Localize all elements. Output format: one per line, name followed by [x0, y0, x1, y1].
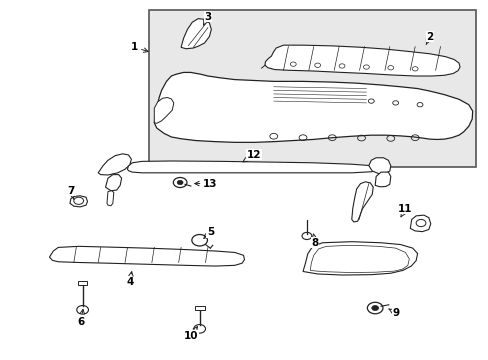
Polygon shape [264, 45, 459, 76]
Polygon shape [303, 242, 417, 275]
Polygon shape [154, 72, 472, 142]
Bar [194, 306, 204, 310]
Text: 9: 9 [388, 308, 398, 318]
Polygon shape [49, 246, 244, 266]
Text: 8: 8 [311, 234, 318, 248]
Polygon shape [98, 154, 131, 175]
Polygon shape [181, 19, 211, 49]
Text: 11: 11 [397, 204, 412, 217]
Polygon shape [351, 182, 372, 222]
Text: 5: 5 [203, 227, 214, 238]
Text: 12: 12 [243, 150, 261, 162]
Polygon shape [310, 245, 408, 273]
Circle shape [177, 180, 183, 185]
Polygon shape [70, 196, 87, 207]
Text: 2: 2 [425, 32, 432, 45]
Polygon shape [127, 161, 380, 173]
Text: 13: 13 [194, 179, 217, 189]
Text: 7: 7 [67, 186, 75, 199]
Bar [78, 281, 87, 285]
Polygon shape [374, 172, 390, 187]
Circle shape [371, 306, 378, 311]
Text: 4: 4 [126, 272, 133, 287]
Polygon shape [368, 158, 390, 174]
Text: 3: 3 [203, 12, 211, 25]
Polygon shape [154, 98, 173, 123]
Text: 10: 10 [183, 327, 198, 341]
Polygon shape [107, 191, 114, 206]
Polygon shape [105, 175, 122, 191]
Text: 1: 1 [131, 42, 148, 52]
Text: 6: 6 [78, 309, 84, 327]
Bar [149, 10, 475, 167]
Polygon shape [409, 215, 430, 231]
